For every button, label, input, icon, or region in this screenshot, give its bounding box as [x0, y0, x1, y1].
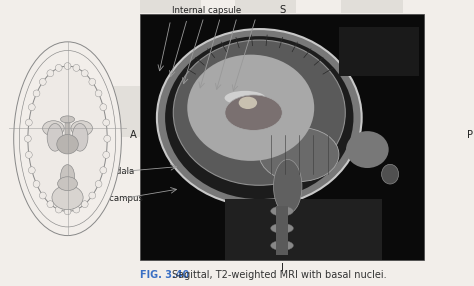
Text: FIG. 3.40: FIG. 3.40	[140, 270, 189, 279]
Text: A: A	[130, 130, 137, 140]
Ellipse shape	[47, 70, 54, 77]
Bar	[276, 206, 288, 255]
Ellipse shape	[225, 95, 282, 130]
Text: Sagittal, T2-weighted MRI with basal nuclei.: Sagittal, T2-weighted MRI with basal nuc…	[172, 270, 387, 279]
Ellipse shape	[39, 78, 46, 85]
Ellipse shape	[157, 29, 362, 206]
Ellipse shape	[28, 104, 35, 111]
Ellipse shape	[95, 180, 102, 187]
Ellipse shape	[173, 40, 345, 185]
Ellipse shape	[100, 104, 107, 111]
Ellipse shape	[103, 151, 109, 158]
Bar	[65, 124, 70, 144]
Ellipse shape	[103, 119, 109, 126]
Ellipse shape	[271, 241, 293, 251]
Ellipse shape	[55, 206, 62, 213]
Ellipse shape	[43, 121, 64, 136]
Ellipse shape	[26, 151, 32, 158]
Ellipse shape	[273, 159, 302, 214]
Ellipse shape	[26, 119, 32, 126]
Text: Internal capsule: Internal capsule	[172, 5, 241, 15]
Ellipse shape	[73, 206, 80, 213]
Ellipse shape	[346, 131, 389, 168]
Text: Hippocampus: Hippocampus	[84, 194, 143, 203]
Ellipse shape	[28, 167, 35, 174]
Ellipse shape	[271, 223, 293, 233]
Ellipse shape	[82, 201, 88, 208]
Ellipse shape	[58, 177, 77, 190]
Ellipse shape	[47, 201, 54, 208]
Bar	[107, 86, 140, 137]
Ellipse shape	[61, 116, 74, 123]
Ellipse shape	[64, 208, 71, 215]
Bar	[341, 0, 403, 13]
Bar	[225, 199, 382, 260]
Text: S: S	[279, 5, 285, 15]
Ellipse shape	[64, 63, 71, 69]
Ellipse shape	[72, 124, 88, 151]
Ellipse shape	[225, 91, 265, 105]
Bar	[235, 0, 296, 13]
Text: P: P	[467, 130, 473, 140]
Ellipse shape	[73, 64, 80, 71]
Ellipse shape	[82, 70, 88, 77]
Ellipse shape	[19, 51, 116, 227]
Ellipse shape	[89, 192, 96, 199]
Ellipse shape	[33, 90, 40, 97]
Ellipse shape	[165, 36, 354, 199]
Ellipse shape	[52, 185, 83, 210]
Bar	[140, 0, 201, 13]
Ellipse shape	[14, 42, 121, 236]
Ellipse shape	[95, 90, 102, 97]
Ellipse shape	[271, 206, 293, 216]
Ellipse shape	[382, 164, 399, 184]
Ellipse shape	[259, 128, 339, 182]
Ellipse shape	[55, 64, 62, 71]
Ellipse shape	[239, 97, 257, 109]
Ellipse shape	[25, 135, 31, 142]
Ellipse shape	[100, 167, 107, 174]
Ellipse shape	[57, 134, 78, 154]
Ellipse shape	[187, 55, 314, 161]
Ellipse shape	[33, 180, 40, 187]
Ellipse shape	[71, 121, 92, 136]
Ellipse shape	[47, 124, 63, 151]
Ellipse shape	[39, 192, 46, 199]
Ellipse shape	[28, 66, 107, 211]
Ellipse shape	[89, 78, 96, 85]
Ellipse shape	[104, 135, 110, 142]
Ellipse shape	[61, 165, 74, 189]
Text: I: I	[281, 263, 283, 273]
Text: Amygdala: Amygdala	[92, 167, 136, 176]
Bar	[140, 14, 424, 260]
Bar	[339, 27, 419, 76]
